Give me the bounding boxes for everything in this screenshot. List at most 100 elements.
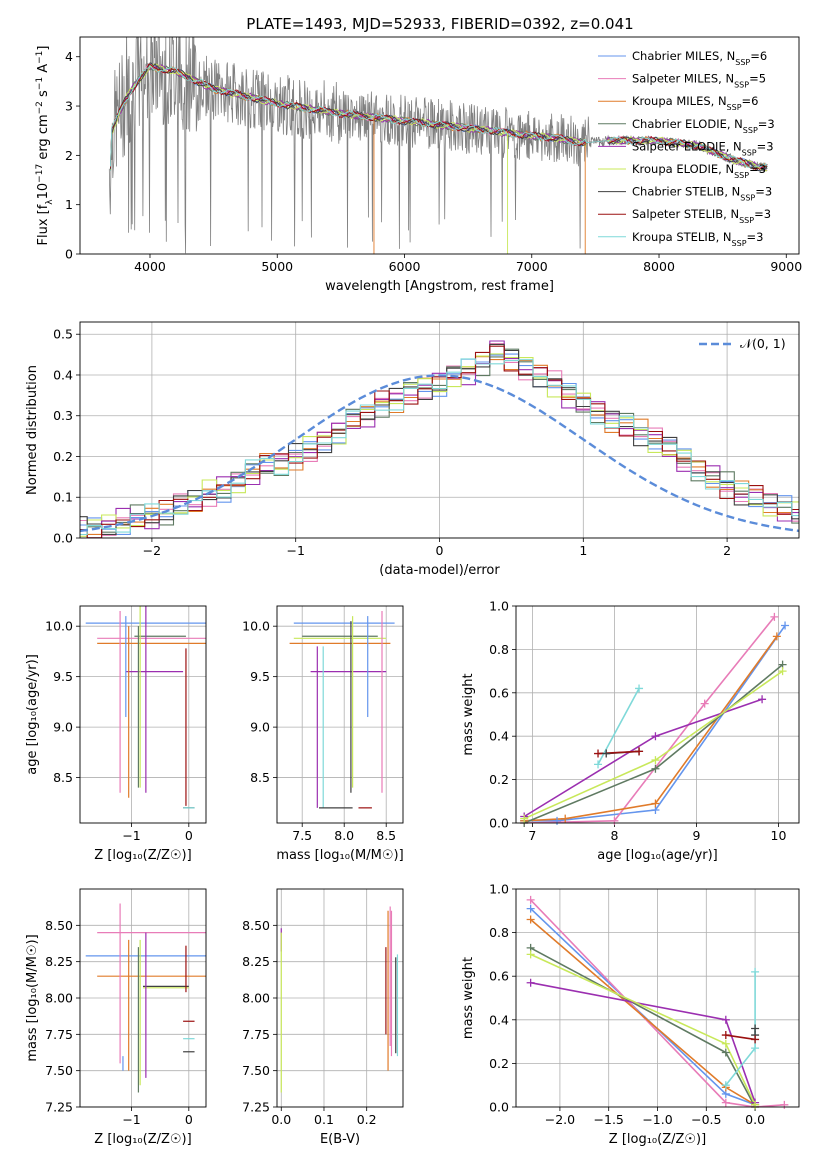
z-weight-marker — [721, 1081, 730, 1090]
z-weight-marker — [526, 915, 535, 924]
age-weight-marker — [651, 764, 660, 773]
z-weight-xtick-label: −1.0 — [642, 1112, 672, 1127]
spectrum-ytick-label: 0 — [65, 247, 73, 262]
z-mass-axes: −1 0 7.25 7.50 7.75 8.00 8.25 8.50 Z [log₁₀(Z/Z☉… — [25, 888, 207, 1147]
residuals-ytick-label: 0.0 — [53, 531, 73, 546]
z-age-ylabel: age [log₁₀(age/yr)] — [25, 654, 40, 775]
residual-hist-3 — [80, 348, 799, 533]
z-weight-marker — [721, 1015, 730, 1024]
z-weight-series-8 — [725, 971, 756, 1086]
spectrum-ylabel: Flux [fλ10−17 erg cm−2 s−1 A−1] — [35, 46, 55, 246]
residual-hist-8 — [80, 358, 799, 536]
z-weight-series-7 — [725, 1034, 756, 1041]
z-mass-frame — [79, 888, 207, 1108]
z-mass-plot-area — [80, 889, 206, 1107]
residual-hist-4 — [80, 340, 799, 538]
z-weight-ytick-label: 0.8 — [489, 925, 509, 940]
z-weight-xtick-label: −0.5 — [691, 1112, 721, 1127]
z-age-xlabel: Z [log₁₀(Z/Z☉)] — [94, 848, 191, 863]
ebv-mass-axes: 0.0 0.1 0.2 7.25 7.50 7.75 8.00 8.25 8.50 E(B-V) — [242, 888, 404, 1147]
residual-hist-0 — [80, 353, 799, 535]
spectrum-model-3 — [110, 65, 768, 170]
z-mass-xtick-label: 0 — [185, 1112, 193, 1127]
mass-age-ytick-label: 9.0 — [250, 720, 270, 735]
z-weight-marker — [721, 1031, 730, 1040]
residual-hist-2 — [80, 356, 799, 538]
z-weight-marker — [780, 1100, 789, 1109]
z-mass-ylabel: mass [log₁₀(M/M☉)] — [25, 934, 40, 1061]
age-weight-xlabel: age [log₁₀(age/yr)] — [597, 848, 718, 863]
legend-entry-0: Chabrier MILES, NSSP=6 — [632, 49, 767, 67]
z-mass-ytick-label: 7.75 — [45, 1027, 73, 1042]
residuals-frame — [79, 321, 800, 539]
z-weight-marker — [526, 895, 535, 904]
z-age-axes: −1 0 8.5 9.0 9.5 10.0 Z [log₁₀(Z/Z☉)] age [log₁… — [25, 605, 207, 863]
z-weight-marker — [721, 1048, 730, 1057]
legend-gaussian-label: 𝒩(0, 1) — [740, 336, 786, 351]
age-weight-marker — [520, 814, 529, 823]
z-weight-frame — [515, 888, 800, 1108]
legend-entry-7: Salpeter STELIB, NSSP=3 — [632, 207, 771, 225]
spectrum-xtick-label: 9000 — [770, 259, 802, 274]
residuals-ylabel: Normed distribution — [25, 365, 40, 495]
z-weight-xtick-label: −2.0 — [545, 1112, 575, 1127]
age-weight-xtick-label: 8 — [610, 828, 618, 843]
age-weight-series-8 — [597, 688, 640, 765]
age-weight-marker — [651, 732, 660, 741]
legend-entry-6: Chabrier STELIB, NSSP=3 — [632, 185, 772, 203]
z-weight-xtick-label: 0.0 — [745, 1112, 765, 1127]
age-weight-xtick-label: 9 — [692, 828, 700, 843]
age-weight-ytick-label: 0.6 — [489, 685, 509, 700]
age-weight-axes: 7 8 9 10 0.0 0.2 0.4 0.6 0.8 1.0 age [log₁₀(age/yr… — [461, 599, 800, 863]
z-weight-xlabel: Z [log₁₀(Z/Z☉)] — [609, 1132, 706, 1147]
spectrum-ytick-label: 4 — [65, 49, 73, 64]
age-weight-series-5 — [523, 670, 784, 820]
spectrum-ytick-label: 2 — [65, 148, 73, 163]
legend-entry-1: Salpeter MILES, NSSP=5 — [632, 72, 766, 90]
ebv-mass-ytick-label: 8.25 — [242, 954, 270, 969]
z-weight-ytick-label: 0.2 — [489, 1056, 509, 1071]
z-age-xtick-label: −1 — [122, 828, 140, 843]
residual-hist-5 — [80, 353, 799, 537]
z-age-xtick-label: 0 — [185, 828, 193, 843]
spectrum-xtick-label: 5000 — [261, 259, 293, 274]
z-weight-marker — [721, 1098, 730, 1107]
age-weight-marker — [770, 612, 779, 621]
mass-age-xlabel: mass [log₁₀(M/M☉)] — [276, 848, 403, 863]
age-weight-marker — [651, 799, 660, 808]
age-weight-ylabel: mass weight — [461, 673, 476, 755]
ebv-mass-xlabel: E(B-V) — [320, 1132, 360, 1147]
z-age-ytick-label: 10.0 — [45, 619, 73, 634]
z-mass-ytick-label: 8.25 — [45, 954, 73, 969]
z-weight-marker — [526, 950, 535, 959]
residual-hist-7 — [80, 345, 799, 538]
z-weight-series-0 — [530, 908, 756, 1106]
residuals-xlabel: (data-model)/error — [379, 563, 500, 578]
mass-age-xtick-label: 8.0 — [334, 828, 354, 843]
residuals-xtick-label: −2 — [143, 543, 161, 558]
residuals-plot-area — [80, 322, 799, 538]
legend-entry-8: Kroupa STELIB, NSSP=3 — [632, 230, 763, 248]
ebv-mass-xtick-label: 0.0 — [271, 1112, 291, 1127]
z-mass-ytick-label: 7.25 — [45, 1100, 73, 1115]
age-weight-series-4 — [523, 698, 763, 818]
mass-age-plot-area — [277, 606, 403, 823]
figure-title: PLATE=1493, MJD=52933, FIBERID=0392, z=0… — [246, 15, 633, 33]
ebv-mass-ytick-label: 7.50 — [242, 1063, 270, 1078]
spectrum-xlabel: wavelength [Angstrom, rest frame] — [325, 279, 554, 294]
z-weight-marker — [721, 1039, 730, 1048]
age-weight-series-1 — [524, 616, 776, 823]
age-weight-marker — [635, 747, 644, 756]
residuals-xtick-label: 1 — [579, 543, 587, 558]
ebv-mass-ytick-label: 8.50 — [242, 918, 270, 933]
spectrum-xtick-label: 4000 — [134, 259, 166, 274]
z-weight-ytick-label: 1.0 — [489, 882, 509, 897]
residuals-xtick-label: −1 — [286, 543, 304, 558]
age-weight-marker — [781, 621, 790, 630]
residuals-xtick-label: 0 — [436, 543, 444, 558]
z-weight-marker — [526, 904, 535, 913]
z-weight-xtick-label: −1.5 — [594, 1112, 624, 1127]
age-weight-marker — [700, 699, 709, 708]
residuals-ytick-label: 0.5 — [53, 327, 73, 342]
